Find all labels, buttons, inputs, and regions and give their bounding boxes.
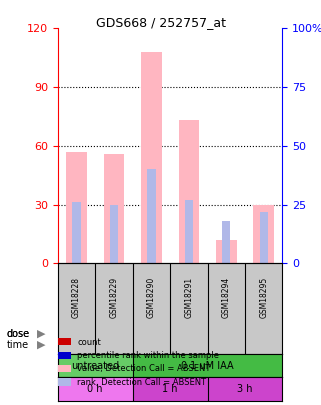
Bar [178,120,199,263]
Text: percentile rank within the sample: percentile rank within the sample [77,351,219,360]
Bar [58,354,133,377]
Text: dose: dose [6,329,30,339]
Text: 3 h: 3 h [237,384,253,394]
Text: GSM18229: GSM18229 [109,277,118,318]
Bar [254,205,274,263]
Text: rank, Detection Call = ABSENT: rank, Detection Call = ABSENT [77,378,206,387]
Text: dose: dose [6,329,30,339]
Bar [260,211,268,263]
Text: GSM18290: GSM18290 [147,277,156,318]
Text: 0 h: 0 h [88,384,103,394]
Text: untreated: untreated [71,361,119,371]
Bar [208,377,282,401]
Bar [58,377,133,401]
Bar [133,377,208,401]
Bar [133,354,282,377]
Text: count: count [77,338,101,347]
Bar [222,221,230,263]
Bar [110,205,118,263]
Text: GSM18228: GSM18228 [72,277,81,318]
Text: GSM18294: GSM18294 [222,277,231,318]
Bar [141,52,162,263]
Text: time: time [6,340,29,350]
Bar [66,151,87,263]
Bar [104,153,124,263]
Text: GDS668 / 252757_at: GDS668 / 252757_at [96,16,225,29]
Bar [185,200,193,263]
Text: ▶: ▶ [37,340,45,350]
Bar [216,240,237,263]
Text: GSM18291: GSM18291 [184,277,193,318]
Text: ▶: ▶ [37,329,45,339]
Bar [147,169,155,263]
Text: value, Detection Call = ABSENT: value, Detection Call = ABSENT [77,364,210,373]
Bar [72,202,81,263]
Text: GSM18295: GSM18295 [259,277,268,318]
Text: 1 h: 1 h [162,384,178,394]
Text: 0.1 uM IAA: 0.1 uM IAA [181,361,234,371]
